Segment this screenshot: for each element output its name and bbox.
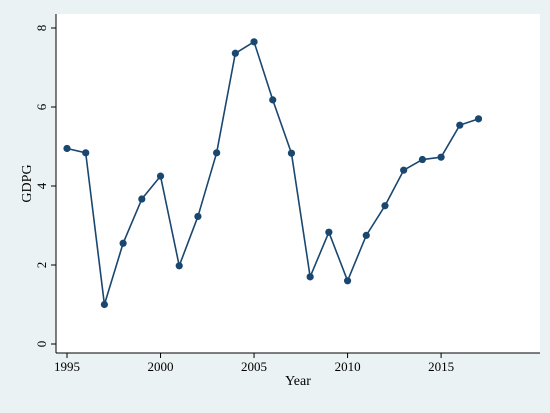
y-tick-label: 2 <box>34 262 49 269</box>
x-axis-title: Year <box>285 374 311 389</box>
data-point <box>175 262 183 270</box>
data-point <box>381 202 389 210</box>
y-tick-label: 8 <box>34 25 49 32</box>
data-point <box>250 38 258 46</box>
y-tick-label: 6 <box>34 103 49 110</box>
data-point <box>306 273 314 281</box>
data-point <box>213 149 221 157</box>
data-point <box>100 300 109 309</box>
series-layer <box>63 38 483 309</box>
data-point <box>194 212 202 221</box>
data-point <box>156 172 165 180</box>
data-point <box>231 49 239 57</box>
x-axis: 1995 2000 2005 2010 2015 <box>54 352 540 374</box>
x-tick-label: 2010 <box>335 359 361 374</box>
data-point <box>418 155 426 164</box>
data-point <box>63 144 71 153</box>
data-point <box>400 166 408 174</box>
x-tick-label: 1995 <box>54 359 80 374</box>
data-point <box>437 153 445 161</box>
data-point <box>343 277 352 285</box>
data-point <box>269 96 277 104</box>
data-point <box>287 149 296 157</box>
plot-area <box>56 14 540 353</box>
y-tick-label: 0 <box>34 341 49 348</box>
data-point <box>325 228 333 236</box>
data-point <box>474 115 483 123</box>
data-point <box>82 149 90 157</box>
y-axis-title: GDPG <box>20 164 35 202</box>
x-tick-label: 2005 <box>241 359 267 374</box>
data-point <box>119 239 127 247</box>
y-tick-label: 4 <box>34 182 49 189</box>
x-tick-label: 2015 <box>428 359 454 374</box>
data-point <box>456 121 464 129</box>
x-tick-label: 2000 <box>148 359 174 374</box>
data-point <box>138 195 146 203</box>
y-axis: 0 2 4 6 8 <box>34 14 57 353</box>
data-point <box>362 231 370 239</box>
